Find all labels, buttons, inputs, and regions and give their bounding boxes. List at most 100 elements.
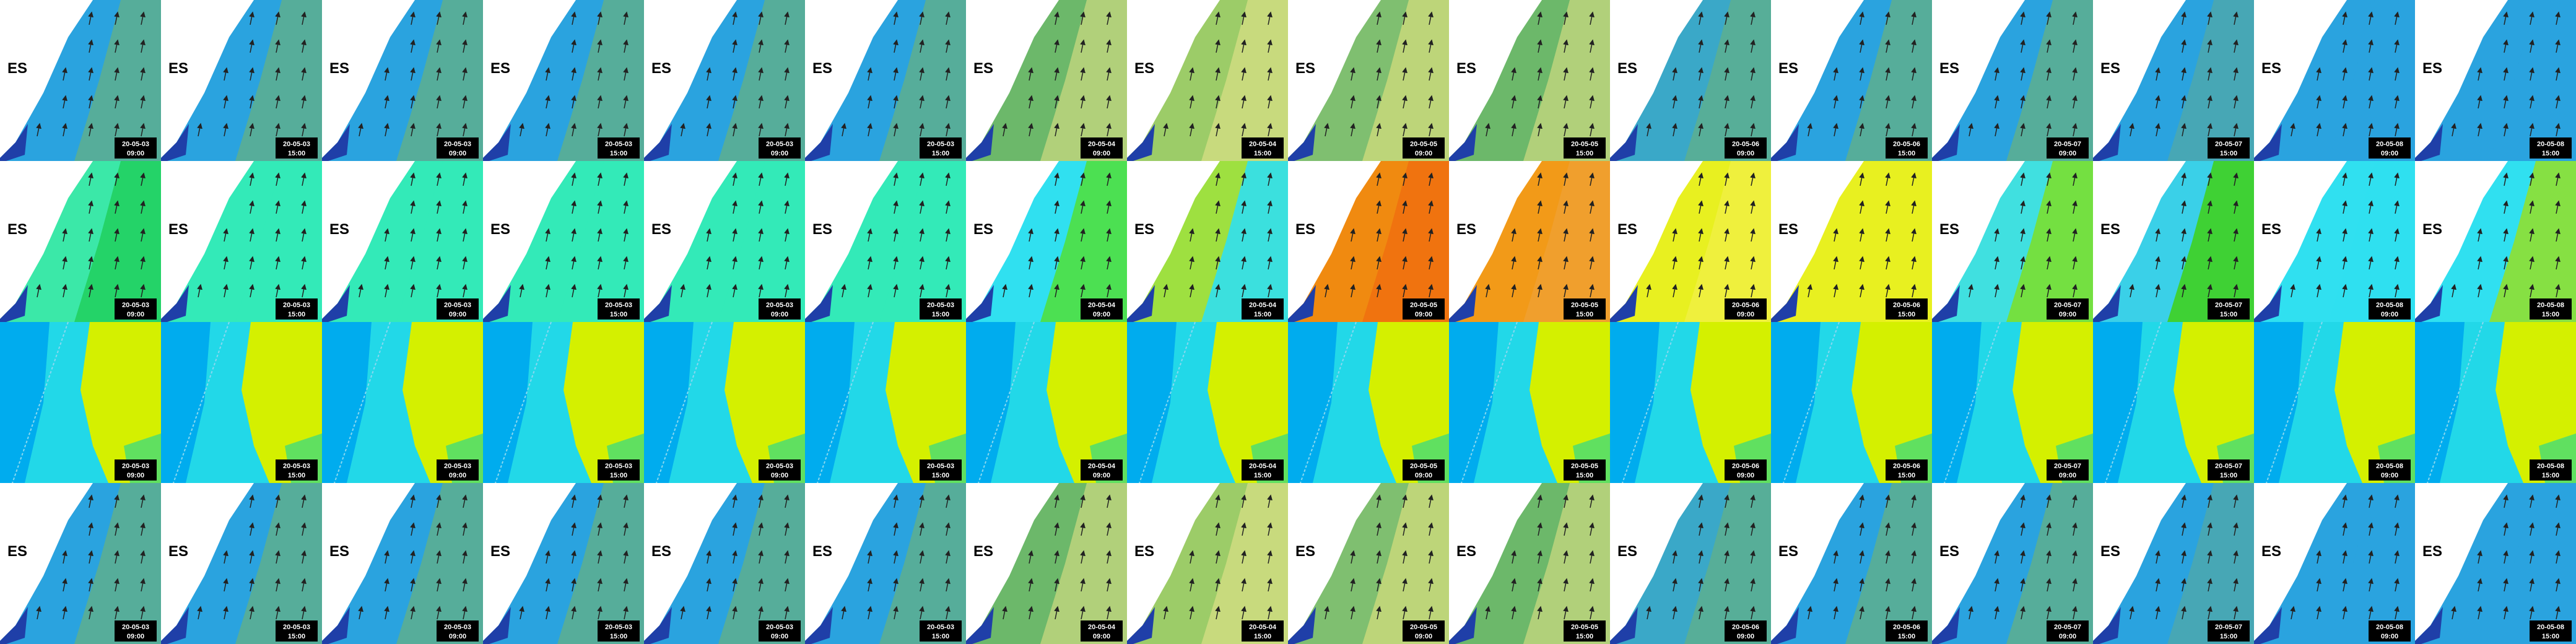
wind-arrow xyxy=(1968,123,1973,137)
country-code: ES xyxy=(1295,543,1315,560)
coast-deep xyxy=(1610,285,1638,322)
wind-arrow xyxy=(1106,39,1112,53)
sea-band xyxy=(879,161,966,322)
wind-arrow xyxy=(732,606,738,620)
wind-arrow xyxy=(1724,578,1730,592)
wind-arrow xyxy=(784,228,790,242)
time-label: 09:00 xyxy=(449,311,466,318)
country-code: ES xyxy=(1617,60,1637,77)
wind-arrow xyxy=(2046,228,2052,242)
date-label: 20-05-05 xyxy=(1410,141,1437,148)
wind-arrow xyxy=(919,256,925,270)
map-tile: 20-05-08 15:00 xyxy=(2415,321,2576,484)
sea-band xyxy=(2167,0,2254,161)
wind-arrow xyxy=(1028,228,1033,242)
time-label: 09:00 xyxy=(2381,472,2398,479)
label-box xyxy=(1725,137,1767,159)
time-label: 09:00 xyxy=(449,472,466,479)
coast-deep xyxy=(2415,607,2443,644)
wind-arrow xyxy=(1698,522,1704,536)
label-box xyxy=(2369,459,2411,481)
wind-arrow xyxy=(867,578,872,592)
wind-arrow xyxy=(275,200,281,214)
wind-arrow xyxy=(2342,256,2348,270)
label-box xyxy=(1564,459,1606,481)
sea-band xyxy=(1523,161,1610,322)
land xyxy=(1771,483,1864,641)
wind-arrow xyxy=(1106,67,1112,81)
wind-arrow xyxy=(1537,494,1543,508)
wind-arrow xyxy=(732,67,738,81)
wind-arrow xyxy=(140,578,146,592)
wind-arrow xyxy=(784,494,790,508)
country-code: ES xyxy=(2422,543,2442,560)
coast-deep xyxy=(805,124,833,161)
wind-arrow xyxy=(2129,123,2134,137)
wind-arrow xyxy=(1750,39,1756,53)
wind-arrow xyxy=(1724,123,1730,137)
land xyxy=(1932,0,2025,158)
date-label: 20-05-03 xyxy=(927,463,954,470)
time-label: 15:00 xyxy=(1576,311,1593,318)
wind-arrow xyxy=(2394,11,2400,25)
country-code: ES xyxy=(490,543,510,560)
wind-arrow xyxy=(2207,550,2213,564)
map-tile: 20-05-03 15:00 xyxy=(161,321,322,484)
wind-arrow xyxy=(62,95,67,109)
wind-arrow xyxy=(1563,123,1569,137)
wind-arrow xyxy=(1080,606,1086,620)
wind-arrow xyxy=(1106,172,1112,186)
land xyxy=(1771,161,1864,319)
wind-arrow xyxy=(1885,39,1891,53)
wind-arrow xyxy=(571,200,577,214)
map-tile: 20-05-07 09:00 xyxy=(1932,321,2093,484)
wind-arrow xyxy=(732,256,738,270)
wind-arrow xyxy=(436,522,442,536)
wind-arrow xyxy=(223,123,228,137)
label-box xyxy=(598,298,640,320)
land xyxy=(0,0,93,158)
wind-arrow xyxy=(893,550,899,564)
wind-arrow xyxy=(1241,123,1247,137)
wind-arrow xyxy=(919,606,925,620)
wind-arrow xyxy=(2368,606,2374,620)
date-label: 20-05-03 xyxy=(766,463,793,470)
wind-arrow xyxy=(1563,11,1569,25)
land xyxy=(322,483,415,641)
wind-arrow xyxy=(571,95,577,109)
coast-deep xyxy=(966,124,994,161)
land xyxy=(1449,483,1542,641)
country-code: ES xyxy=(1939,221,1959,238)
sea-band xyxy=(1684,483,1771,644)
land xyxy=(966,161,1059,319)
wind-arrow xyxy=(867,256,872,270)
wind-arrow xyxy=(758,494,764,508)
wind-arrow xyxy=(2046,256,2052,270)
date-label: 20-05-03 xyxy=(122,463,149,470)
wind-arrow xyxy=(1054,200,1060,214)
wind-arrow xyxy=(1511,228,1516,242)
wind-arrow xyxy=(1189,256,1194,270)
sea-band xyxy=(1040,0,1127,161)
coast-deep xyxy=(0,285,28,322)
wind-arrow xyxy=(1511,550,1516,564)
wind-arrow xyxy=(545,123,550,137)
wind-arrow xyxy=(436,228,442,242)
date-label: 20-05-03 xyxy=(927,141,954,148)
coast-deep xyxy=(1288,285,1316,322)
wind-arrow xyxy=(1563,578,1569,592)
wind-arrow xyxy=(1002,123,1007,137)
land xyxy=(483,0,576,158)
wind-arrow xyxy=(223,284,228,298)
wind-arrow xyxy=(1885,95,1891,109)
wind-arrow xyxy=(1537,606,1543,620)
wind-arrow xyxy=(1994,67,1999,81)
date-label: 20-05-04 xyxy=(1088,141,1116,148)
wind-arrow xyxy=(1106,494,1112,508)
sea-band xyxy=(2489,161,2576,322)
wind-arrow xyxy=(758,606,764,620)
wind-arrow xyxy=(571,578,577,592)
wind-arrow xyxy=(436,172,442,186)
wind-arrow xyxy=(1428,228,1434,242)
